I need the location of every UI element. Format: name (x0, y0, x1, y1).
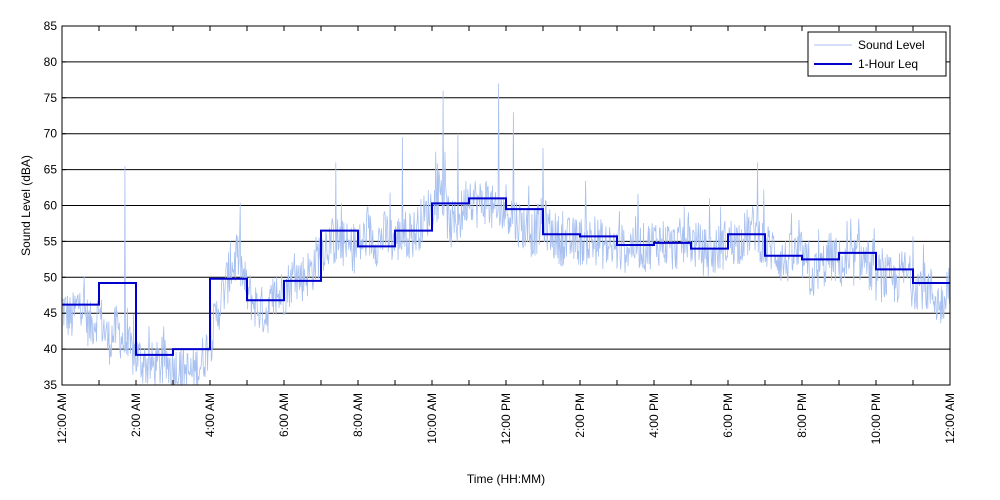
x-tick-label: 10:00 AM (425, 393, 439, 444)
series-layer (61, 83, 951, 386)
x-tick-label: 6:00 AM (277, 393, 291, 437)
x-tick-label: 12:00 PM (499, 393, 513, 444)
x-tick-label: 4:00 PM (647, 393, 661, 438)
x-tick-label: 8:00 PM (795, 393, 809, 438)
x-tick-label: 4:00 AM (203, 393, 217, 437)
axes: 35 40 45 50 55 60 65 70 75 80 85 12:00 AM 2:00 AM 4:0… (44, 19, 957, 444)
y-tick-label: 70 (44, 127, 58, 141)
x-tick-label: 12:00 AM (943, 393, 957, 444)
x-tick-label: 12:00 AM (55, 393, 69, 444)
x-tick-label: 10:00 PM (869, 393, 883, 444)
y-tick-label: 35 (44, 378, 58, 392)
x-tick-label: 8:00 AM (351, 393, 365, 437)
y-tick-label: 80 (44, 55, 58, 69)
legend-box (807, 31, 947, 77)
x-tick-label: 2:00 AM (129, 393, 143, 437)
legend: Sound Level 1-Hour Leq (807, 31, 947, 77)
leq-step-line (62, 197, 950, 356)
legend-label-sound-level: Sound Level (858, 38, 925, 52)
x-tick-label: 6:00 PM (721, 393, 735, 438)
y-tick-label: 65 (44, 163, 58, 177)
y-axis-title: Sound Level (dBA) (19, 155, 33, 256)
y-tick-label: 50 (44, 270, 58, 284)
x-axis-title: Time (HH:MM) (467, 472, 545, 486)
y-tick-label: 85 (44, 19, 58, 33)
y-tick-label: 55 (44, 234, 58, 248)
x-tick-label: 2:00 PM (573, 393, 587, 438)
y-tick-label: 40 (44, 342, 58, 356)
y-tick-label: 75 (44, 91, 58, 105)
y-tick-label: 45 (44, 306, 58, 320)
y-tick-label: 60 (44, 199, 58, 213)
legend-label-1-hour-leq: 1-Hour Leq (858, 57, 918, 71)
